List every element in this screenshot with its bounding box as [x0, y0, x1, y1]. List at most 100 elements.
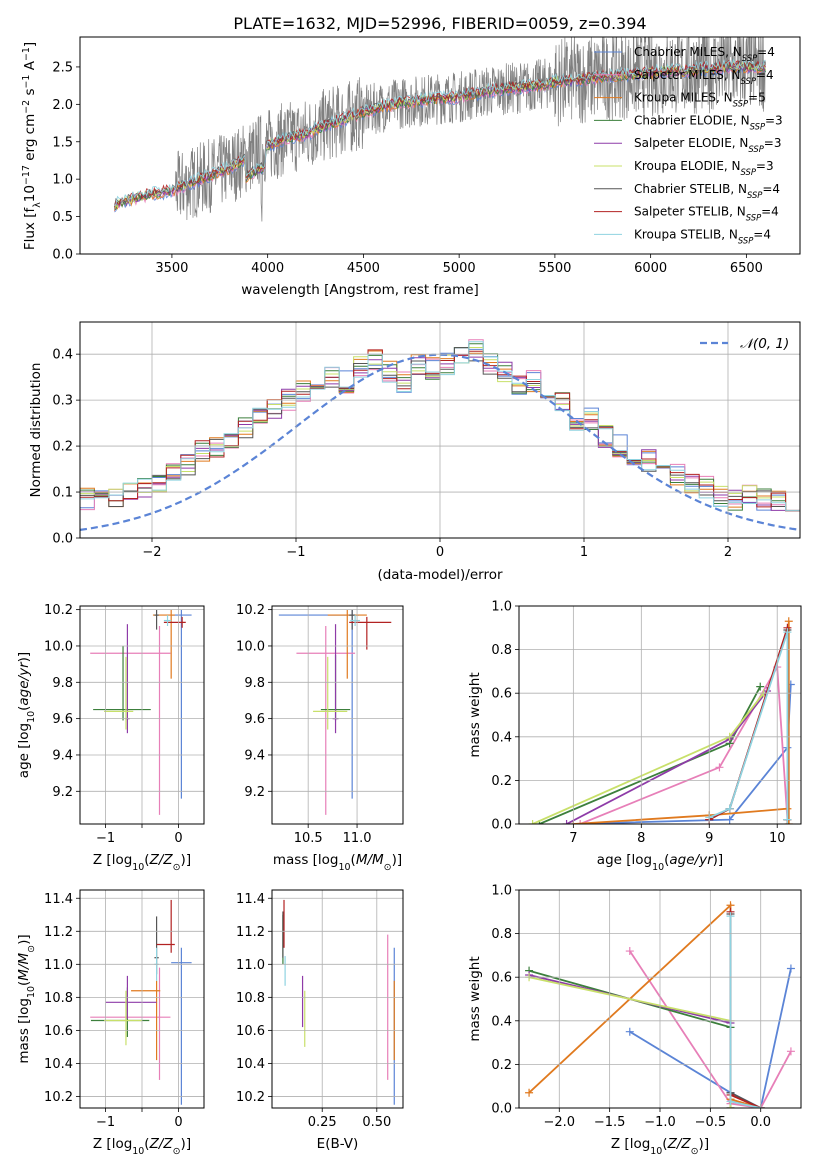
- error-bar-point: [90, 625, 171, 815]
- label-segment: SSP: [741, 167, 757, 177]
- y-tick-label: 9.6: [244, 712, 265, 727]
- y-axis-label: mass weight: [467, 956, 483, 1041]
- label-segment: mass [log: [273, 852, 339, 868]
- weight-series-marker: [784, 820, 793, 824]
- y-tick-label: 9.8: [52, 676, 73, 691]
- histogram-7: [80, 349, 800, 518]
- label-segment: =4: [753, 227, 771, 241]
- error-bar-point: [171, 609, 192, 799]
- x-tick-label: 8: [637, 831, 645, 846]
- label-segment: Salpeter ELODIE, N: [634, 136, 748, 150]
- mass-vs-Z-panel: −1 010.210.410.610.811.011.211.4Z [log10(…: [16, 889, 205, 1157]
- figure-title: PLATE=1632, MJD=52996, FIBERID=0059, z=0…: [233, 14, 646, 33]
- label-segment: −17: [21, 165, 32, 185]
- legend-label: Kroupa MILES, NSSP=5: [634, 91, 766, 109]
- label-segment: )]: [181, 1136, 192, 1152]
- y-tick-label: 11.4: [44, 892, 73, 907]
- label-segment: SSP: [738, 235, 754, 245]
- label-segment: E(B-V): [317, 1136, 359, 1152]
- x-tick-label: 5000: [443, 261, 476, 276]
- x-tick-label: 7: [569, 831, 577, 846]
- y-tick-label: 9.2: [52, 785, 73, 800]
- label-segment: Chabrier STELIB, N: [634, 182, 747, 196]
- weight-series-marker: [783, 628, 792, 637]
- label-segment: mass [log: [16, 998, 32, 1064]
- label-segment: age [log: [597, 852, 652, 868]
- weight-series-marker: [715, 763, 724, 772]
- y-tick-label: 9.2: [244, 785, 265, 800]
- x-tick-label: 10.5: [294, 831, 323, 846]
- plot-area: [528, 617, 795, 824]
- legend-item: Chabrier MILES, NSSP=4: [594, 45, 775, 63]
- label-segment: −1: [21, 47, 32, 61]
- y-tick-label: 10.4: [236, 1057, 265, 1072]
- label-segment: 10: [26, 711, 37, 723]
- y-tick-label: 0.8: [491, 643, 512, 658]
- x-tick-label: 4000: [251, 261, 284, 276]
- label-segment: ]: [22, 42, 38, 47]
- y-tick-label: 1.0: [491, 884, 512, 899]
- axes-frame: [271, 605, 404, 825]
- age-vs-mass-panel: 10.5 11.0 9.2 9.4 9.6 9.8 10.0 10.2 mass [log10(…: [236, 603, 404, 873]
- histogram-3: [80, 343, 800, 519]
- histogram-4: [80, 354, 800, 512]
- residuals-panel: −2 −1 0 1 2 0.0 0.1 0.2 0.3 0.4 (data-model)/error…: [28, 321, 801, 583]
- x-axis-label: age [log10(age/yr)]: [597, 852, 723, 873]
- label-segment: SSP: [733, 99, 749, 109]
- y-tick-label: 9.6: [52, 712, 73, 727]
- y-tick-label: 0.0: [52, 248, 73, 263]
- label-segment: ⊙: [173, 862, 181, 873]
- label-segment: =3: [764, 136, 782, 150]
- y-tick-label: 9.8: [244, 676, 265, 691]
- label-segment: Z/Z: [149, 1136, 174, 1152]
- label-segment: =4: [762, 182, 780, 196]
- label-segment: 10: [22, 185, 38, 202]
- y-tick-label: 10.4: [44, 1057, 73, 1072]
- y-tick-label: 0.2: [491, 1058, 512, 1073]
- legend-item: Kroupa ELODIE, NSSP=3: [594, 159, 774, 177]
- age-vs-Z-panel: −1 09.29.49.69.810.010.2Z [log10(Z/Z⊙)]ag…: [16, 603, 205, 873]
- label-segment: (: [16, 981, 32, 986]
- y-tick-label: 10.0: [236, 639, 265, 654]
- axes-frame: [79, 889, 205, 1109]
- label-segment: SSP: [748, 144, 764, 154]
- error-bar-point: [171, 947, 192, 1105]
- x-axis-label: Z [log10(Z/Z⊙)]: [93, 1136, 191, 1157]
- label-segment: )]: [16, 652, 32, 663]
- label-segment: (: [664, 852, 669, 868]
- x-tick-label: 11.0: [343, 831, 372, 846]
- x-axis-label: wavelength [Angstrom, rest frame]: [241, 282, 479, 298]
- weight-series-line: [729, 911, 762, 1108]
- weight-series-line: [528, 903, 761, 1108]
- label-segment: =4: [757, 45, 775, 59]
- label-segment: )]: [16, 934, 32, 945]
- y-tick-label: 0.0: [52, 532, 73, 547]
- label-segment: )]: [392, 852, 403, 868]
- x-tick-label: −1: [96, 831, 115, 846]
- y-tick-label: 11.2: [236, 925, 265, 940]
- legend-label: Kroupa STELIB, NSSP=4: [634, 227, 771, 245]
- y-axis-label: mass [log10(M/M⊙)]: [16, 934, 37, 1063]
- y-tick-label: 10.8: [236, 991, 265, 1006]
- axes-frame: [518, 605, 802, 825]
- weight-series-marker: [525, 1088, 534, 1097]
- weight-series-marker: [786, 964, 795, 973]
- x-tick-label: 0.50: [362, 1115, 391, 1130]
- label-segment: SSP: [750, 121, 766, 131]
- label-segment: Z [log: [93, 852, 132, 868]
- y-tick-label: 11.2: [44, 925, 73, 940]
- weight-series-line: [708, 629, 789, 821]
- label-segment: (: [144, 852, 149, 868]
- y-tick-label: 11.4: [236, 892, 265, 907]
- weight-series-marker: [528, 820, 537, 824]
- legend-label: Salpeter STELIB, NSSP=4: [634, 205, 779, 223]
- label-segment: Chabrier MILES, N: [634, 45, 742, 59]
- histogram-2: [80, 350, 800, 512]
- label-segment: Z [log: [93, 1136, 132, 1152]
- legend-item: Salpeter MILES, NSSP=4: [594, 68, 774, 86]
- y-tick-label: 0.5: [52, 210, 73, 225]
- label-segment: 10: [650, 1146, 662, 1157]
- y-tick-label: 0.2: [52, 440, 73, 455]
- label-segment: λ: [32, 202, 43, 208]
- plot-area: [282, 899, 395, 1105]
